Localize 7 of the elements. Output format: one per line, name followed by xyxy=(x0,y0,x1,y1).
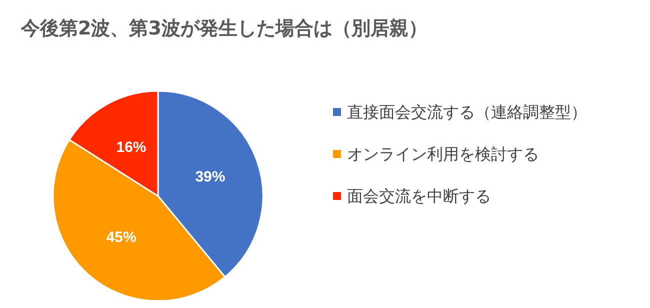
legend-label: 直接面会交流する（連絡調整型） xyxy=(347,102,587,122)
data-label: 45% xyxy=(106,229,136,246)
chart-title: 今後第2波、第3波が発生した場合は（別居親） xyxy=(20,18,428,40)
legend-label: オンライン利用を検討する xyxy=(347,144,539,164)
data-label: 16% xyxy=(116,138,146,156)
legend-label: 面会交流を中断する xyxy=(347,186,491,206)
data-label: 39% xyxy=(195,168,226,186)
